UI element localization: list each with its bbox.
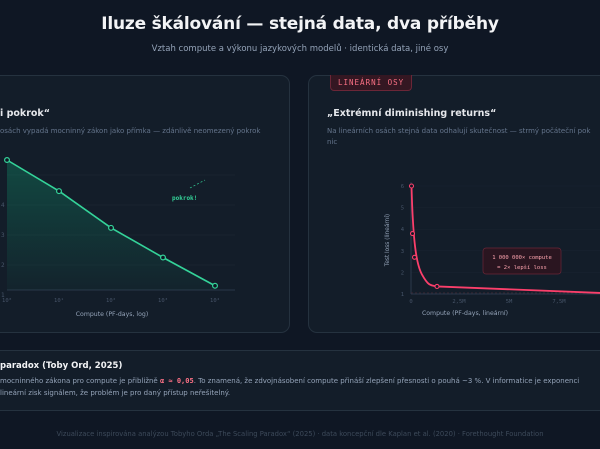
right-data-point <box>411 232 415 236</box>
right-data-point <box>435 284 439 288</box>
right-y-tick-label: 3 <box>401 249 404 255</box>
right-y-axis-title: Test loss (lineární) <box>384 214 391 267</box>
left-x-axis-title: Compute (PF-days, log) <box>76 311 149 318</box>
paradox-text-line2: lineární zisk signálem, že problém je pr… <box>0 388 600 400</box>
right-x-axis-title: Compute (PF-days, lineární) <box>422 309 508 317</box>
left-data-point <box>57 189 62 194</box>
right-y-tick-label: 4 <box>401 227 405 233</box>
left-panel-title: i pokrok“ <box>0 108 50 119</box>
left-panel-description: osách vypadá mocninný zákon jako přímka … <box>0 126 260 137</box>
left-annotation-arrow <box>190 180 205 188</box>
left-annotation-text: pokrok! <box>172 195 197 202</box>
left-x-tick-label: 10³ <box>158 297 168 304</box>
right-desc-line1: Na lineárních osách stejná data odhalují… <box>327 126 590 137</box>
right-y-tick-label: 1 <box>401 292 404 298</box>
right-annotation-text: 1 000 000× compute <box>492 255 552 261</box>
alpha-highlight: α ≈ 0,05 <box>160 377 194 385</box>
right-y-tick-label: 6 <box>401 184 404 190</box>
linear-axes-badge: LINEÁRNÍ OSY <box>330 75 412 91</box>
paradox-title: paradox (Toby Ord, 2025) <box>0 361 122 371</box>
paradox-text: mocninného zákona pro compute je přibliž… <box>0 376 600 399</box>
right-x-tick-label: 0 <box>409 299 412 305</box>
right-series-line <box>412 186 600 293</box>
right-data-point <box>413 255 417 259</box>
right-data-point <box>410 184 414 188</box>
left-x-tick-label: 10⁰ <box>2 297 12 304</box>
left-x-tick-label: 10¹ <box>54 297 64 304</box>
linear-chart: 6 5 4 3 2 10 2,5M 5M 7,5M Compute (PF-days, lineá… <box>370 170 600 325</box>
right-desc-line2: nic <box>327 137 590 148</box>
right-x-tick-label: 5M <box>506 299 513 305</box>
left-y-tick-label: 2 <box>1 262 5 269</box>
left-y-tick-label: 3 <box>1 232 5 239</box>
left-x-tick-label: 10² <box>106 297 116 304</box>
left-x-tick-label: 10⁴ <box>210 297 220 304</box>
page-title: Iluze škálování — stejná data, dva příbě… <box>0 14 600 34</box>
left-data-point <box>213 283 218 288</box>
page-subtitle: Vztah compute a výkonu jazykových modelů… <box>0 44 600 54</box>
left-data-point <box>5 158 10 163</box>
right-y-tick-label: 5 <box>401 206 404 212</box>
left-data-point <box>109 225 114 230</box>
right-x-tick-label: 7,5M <box>552 299 566 305</box>
right-y-tick-label: 2 <box>401 270 404 276</box>
paradox-text-after: . To znamená, že zdvojnásobení compute p… <box>194 377 580 385</box>
right-panel-description: Na lineárních osách stejná data odhalují… <box>327 126 590 148</box>
footer-credit: Vizualizace inspirována analýzou Tobyho … <box>0 430 600 438</box>
right-panel-title: „Extrémní diminishing returns“ <box>327 108 496 119</box>
left-data-point <box>161 255 166 260</box>
right-x-tick-label: 2,5M <box>452 299 466 305</box>
right-annotation-text: = 2× lepší loss <box>497 264 547 271</box>
paradox-text-before: mocninného zákona pro compute je přibliž… <box>0 377 160 385</box>
left-y-tick-label: 4 <box>1 202 5 209</box>
